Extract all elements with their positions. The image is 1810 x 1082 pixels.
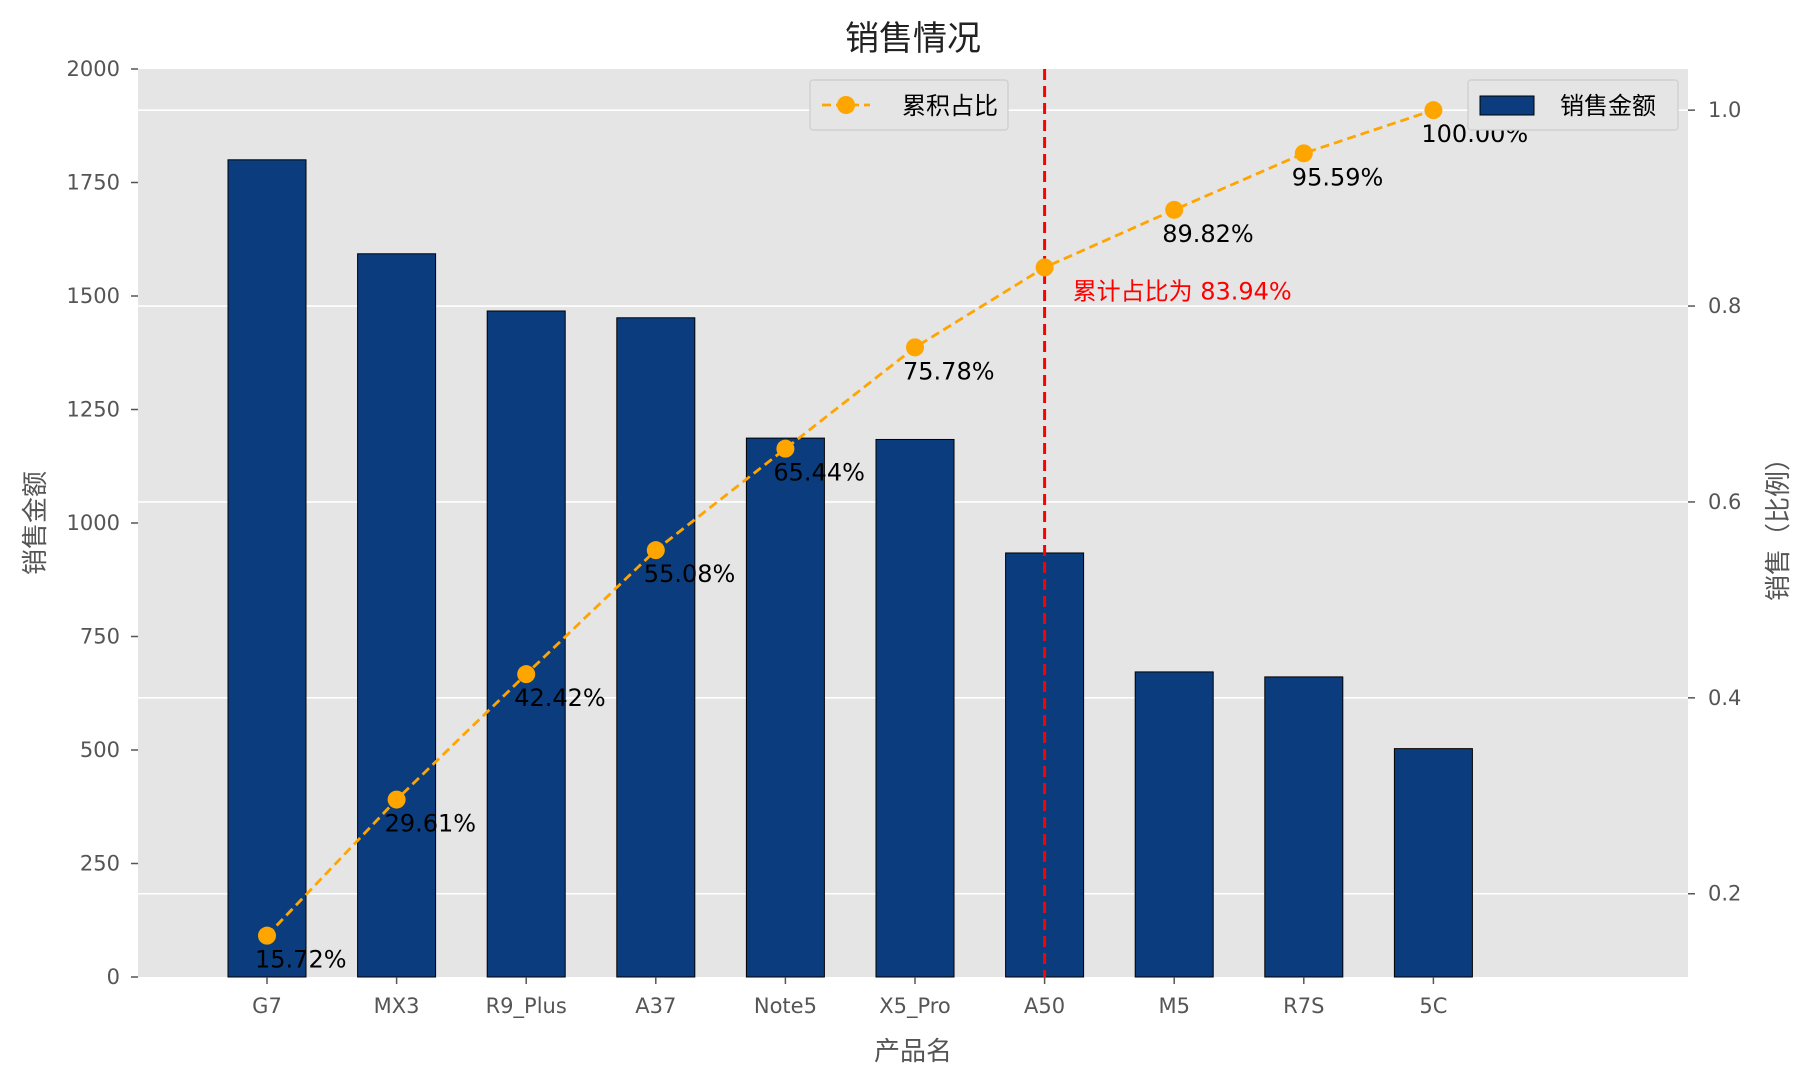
- bar-series: [227, 159, 1473, 978]
- x-tick-label: 5C: [1419, 994, 1447, 1018]
- x-tick-label: G7: [252, 994, 282, 1018]
- line-point-A50: [1035, 258, 1054, 277]
- data-label-M5: 89.82%: [1162, 220, 1254, 248]
- y-tick-label: 2000: [67, 57, 120, 81]
- line-point-5C: [1424, 101, 1443, 120]
- x-tick-label: MX3: [374, 994, 420, 1018]
- y2-tick-label: 0.6: [1708, 490, 1741, 514]
- legend-label-cumulative: 累积占比: [902, 92, 998, 120]
- line-point-G7: [258, 926, 276, 945]
- x-tick-label: X5_Pro: [879, 994, 951, 1019]
- y-tick-label: 1500: [67, 284, 120, 308]
- line-point-M5: [1165, 200, 1184, 219]
- y-tick-label: 1250: [67, 398, 120, 422]
- data-label-R9_Plus: 42.42%: [514, 684, 606, 712]
- x-tick-label: M5: [1158, 994, 1189, 1018]
- legend-marker-swatch: [837, 96, 855, 114]
- legends: 累积占比 销售金额: [809, 79, 1679, 131]
- axes: 0 250 500 750 1000 1250 1500 1750 2000 0.2 0.4 0.6 0…: [67, 57, 1742, 1019]
- legend-bar-swatch: [1479, 95, 1535, 116]
- y-axis-title: 销售金额: [21, 471, 51, 575]
- bar-R9_Plus: [486, 310, 566, 978]
- y2-tick-label: 0.4: [1708, 686, 1741, 710]
- y-tick-label: 0: [107, 965, 120, 989]
- bar-G7: [227, 159, 307, 978]
- line-point-R9_Plus: [517, 665, 536, 684]
- bar-5C: [1393, 748, 1473, 978]
- data-label-G7: 15.72%: [255, 946, 347, 974]
- y2-tick-label: 1.0: [1708, 98, 1741, 122]
- y-tick-label: 1000: [67, 511, 120, 535]
- bar-M5: [1134, 671, 1214, 978]
- y-tick-label: 500: [80, 738, 120, 762]
- data-label-Note5: 65.44%: [773, 459, 865, 487]
- cumulative-line-series: [258, 101, 1443, 945]
- x-tick-label: R9_Plus: [486, 994, 567, 1019]
- data-labels: 15.72% 29.61% 42.42% 55.08% 65.44% 75.78% 89.8…: [255, 120, 1528, 974]
- bar-A37: [616, 317, 696, 978]
- y-tick-label: 1750: [67, 171, 120, 195]
- legend-label-bars: 销售金额: [1560, 92, 1656, 120]
- bar-MX3: [357, 253, 437, 978]
- data-label-A37: 55.08%: [644, 560, 736, 588]
- chart-title: 销售情况: [845, 19, 981, 59]
- legend-box-bars: [1467, 79, 1679, 131]
- y-tick-label: 250: [80, 852, 120, 876]
- x-tick-label: A50: [1024, 994, 1065, 1018]
- line-point-MX3: [387, 790, 406, 809]
- x-tick-label: Note5: [754, 994, 817, 1018]
- x-tick-label: R7S: [1283, 994, 1324, 1018]
- bar-X5_Pro: [875, 438, 955, 978]
- data-label-MX3: 29.61%: [385, 810, 477, 838]
- y2-tick-label: 0.2: [1708, 882, 1741, 906]
- line-point-Note5: [776, 439, 795, 458]
- line-point-R7S: [1294, 144, 1313, 163]
- y2-axis-title: 销售（比例）: [1764, 445, 1794, 601]
- bar-Note5: [745, 437, 825, 978]
- y-tick-label: 750: [80, 625, 120, 649]
- x-tick-label: A37: [635, 994, 676, 1018]
- reference-annotation: 累计占比为 83.94%: [1073, 277, 1292, 305]
- line-point-A37: [646, 541, 665, 560]
- x-axis-title: 产品名: [874, 1037, 952, 1067]
- data-label-R7S: 95.59%: [1292, 163, 1384, 191]
- y2-tick-label: 0.8: [1708, 294, 1741, 318]
- line-point-X5_Pro: [906, 338, 924, 357]
- data-label-X5_Pro: 75.78%: [903, 357, 995, 385]
- legend-box-cumulative: [809, 79, 1009, 131]
- bar-R7S: [1264, 676, 1344, 978]
